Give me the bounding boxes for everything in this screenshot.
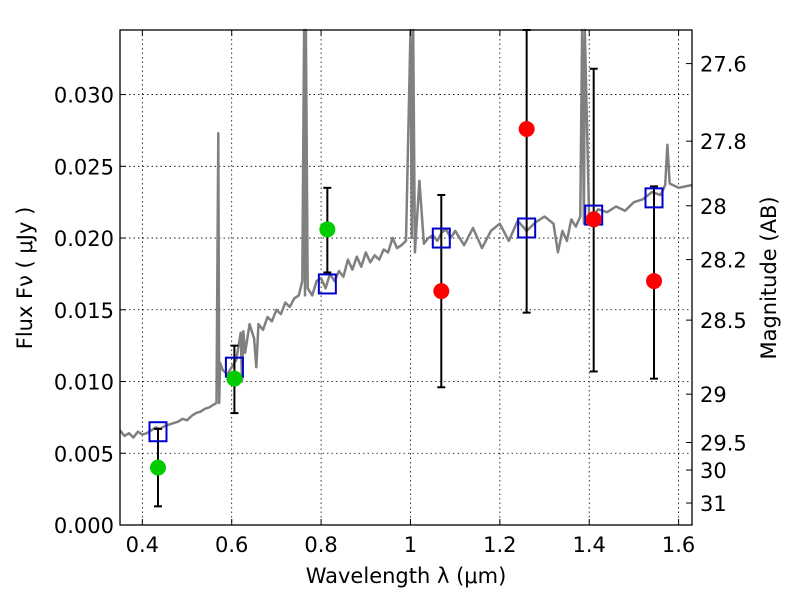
x-tick-label: 1 — [404, 533, 417, 557]
observed-point — [319, 221, 336, 238]
y-tick-label: 0.005 — [54, 442, 114, 466]
right-tick-label: 27.8 — [700, 130, 747, 154]
observed-point — [518, 121, 535, 137]
y-axis-ticks: 0.000 0.005 0.010 0.015 0.020 0.025 0.030 — [54, 84, 126, 538]
observed-point — [226, 370, 243, 387]
model-spectrum-line — [119, 28, 693, 439]
observed-point — [646, 273, 663, 290]
y-axis-label-right: Magnitude (AB) — [757, 196, 781, 359]
right-axis-ticks: 27.6 27.8 28 28.2 28.5 29 29.5 30 31 — [686, 53, 747, 516]
right-tick-label: 31 — [700, 492, 727, 516]
model-spectrum-layer — [119, 28, 693, 439]
grid-lines — [120, 30, 692, 526]
x-axis-ticks: 0.4 0.6 0.8 1 1.2 1.4 1.6 — [126, 30, 695, 557]
model-band-square — [431, 227, 451, 249]
y-tick-label: 0.025 — [54, 155, 114, 179]
observed-points-layer — [149, 121, 663, 476]
right-tick-label: 30 — [700, 459, 727, 483]
right-tick-label: 29.5 — [700, 432, 747, 456]
observed-point — [585, 211, 602, 228]
right-tick-label: 28 — [700, 195, 727, 219]
model-band-square — [517, 217, 537, 239]
y-tick-label: 0.000 — [54, 514, 114, 538]
y-tick-label: 0.015 — [54, 299, 114, 323]
x-tick-label: 0.8 — [304, 533, 337, 557]
model-band-square — [317, 273, 337, 295]
observed-point — [433, 283, 450, 300]
x-tick-label: 1.2 — [483, 533, 516, 557]
x-axis-label: Wavelength λ (μm) — [306, 564, 507, 588]
right-tick-label: 28.2 — [700, 249, 747, 273]
right-tick-label: 27.6 — [700, 53, 747, 77]
x-tick-label: 0.4 — [126, 533, 159, 557]
model-band-square — [148, 421, 168, 443]
y-tick-label: 0.020 — [54, 227, 114, 251]
x-tick-label: 0.6 — [215, 533, 248, 557]
y-axis-label-left: Flux Fν ( μJy ) — [13, 207, 37, 350]
y-tick-label: 0.010 — [54, 371, 114, 395]
model-band-square — [644, 187, 664, 209]
right-tick-label: 28.5 — [700, 309, 747, 333]
y-tick-label: 0.030 — [54, 84, 114, 108]
observed-point — [149, 459, 166, 476]
plot-frame — [119, 29, 693, 526]
right-tick-label: 29 — [700, 383, 727, 407]
x-tick-label: 1.6 — [662, 533, 695, 557]
x-tick-label: 1.4 — [573, 533, 606, 557]
